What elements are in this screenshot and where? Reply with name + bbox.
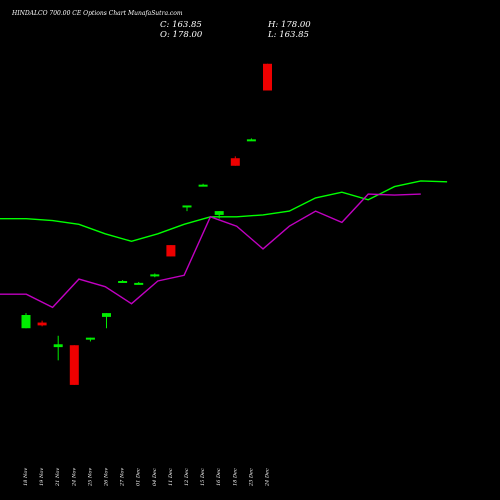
candle-body <box>118 281 128 283</box>
x-tick-label: 26 Nov <box>104 468 110 487</box>
candle-body <box>85 337 95 340</box>
candle-body <box>246 139 256 142</box>
x-tick-label: 15 Dec <box>200 468 206 486</box>
x-tick-label: 24 Nov <box>71 468 77 487</box>
indicator-line-1 <box>0 180 448 243</box>
x-tick-label: 16 Dec <box>216 468 222 486</box>
x-tick-label: 19 Nov <box>39 468 45 486</box>
x-tick-label: 12 Dec <box>184 468 190 486</box>
candle-body <box>21 315 31 329</box>
candle-body <box>230 158 240 166</box>
x-tick-label: 25 Nov <box>87 468 93 487</box>
candle-body <box>150 274 160 277</box>
x-tick-label: 11 Dec <box>168 468 174 486</box>
chart-title: HINDALCO 700.00 CE Options Chart MunafaS… <box>11 10 183 17</box>
x-tick-label: 04 Dec <box>152 468 158 486</box>
x-tick-label: 24 Dec <box>265 468 271 487</box>
x-tick-label: 01 Dec <box>136 468 142 486</box>
low-value: L: 163.85 <box>267 30 309 40</box>
x-axis-ticks: 18 Nov 19 Nov 21 Nov 24 Nov 25 Nov 26 Nov 27 N… <box>23 468 271 487</box>
close-value: C: 163.85 <box>160 20 202 30</box>
indicator-line-2 <box>0 193 421 309</box>
candle-body <box>53 344 63 348</box>
open-value: O: 178.00 <box>160 30 203 40</box>
candle-body <box>134 282 144 285</box>
x-tick-label: 21 Nov <box>55 468 61 487</box>
indicator-lines <box>0 180 448 309</box>
candle-body <box>69 345 79 385</box>
x-tick-label: 23 Dec <box>248 468 254 487</box>
candle-body <box>37 322 47 326</box>
high-value: H: 178.00 <box>267 20 311 30</box>
x-tick-label: 18 Dec <box>232 468 238 486</box>
candle-body <box>214 211 224 215</box>
candle-body <box>198 184 208 187</box>
candle-body <box>166 245 176 257</box>
x-tick-label: 27 Nov <box>120 468 126 487</box>
candlesticks <box>21 63 272 385</box>
candle-body <box>102 313 111 317</box>
candle-body <box>263 63 272 91</box>
x-tick-label: 18 Nov <box>23 468 29 486</box>
candle-body <box>182 205 192 208</box>
